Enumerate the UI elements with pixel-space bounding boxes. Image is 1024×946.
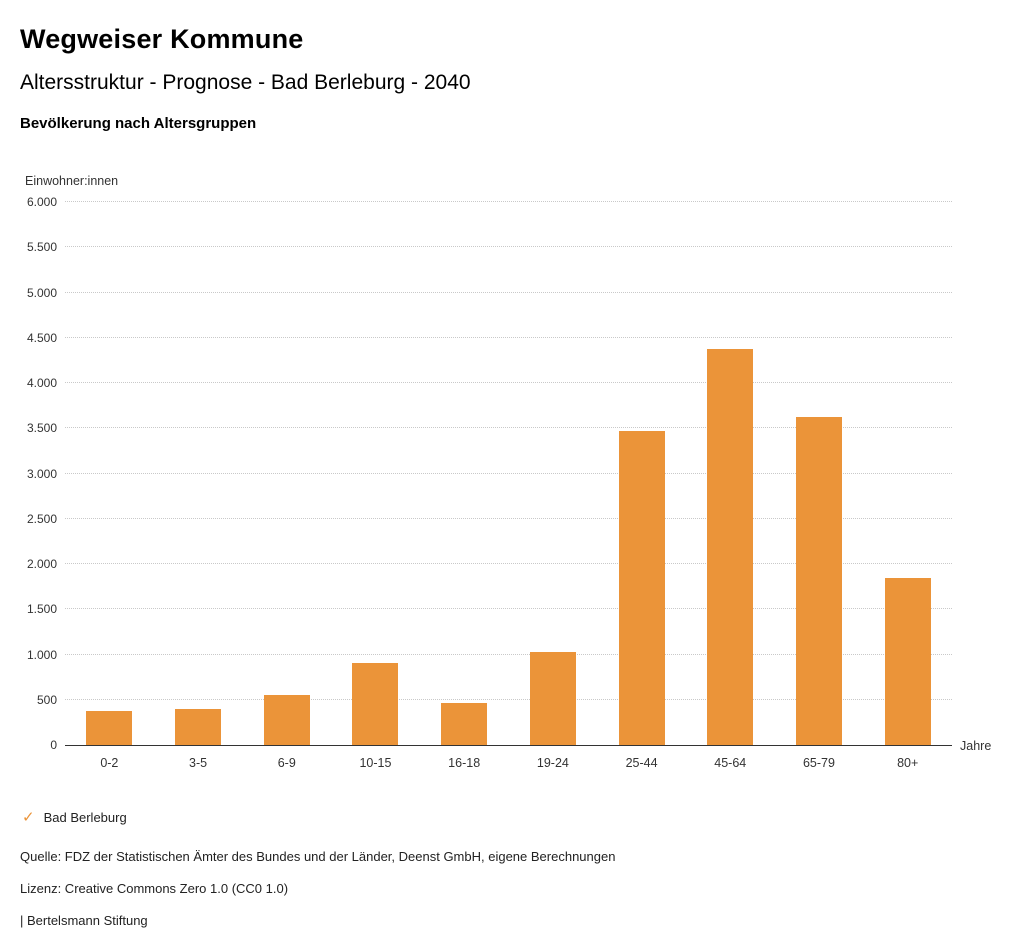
bar-3-5[interactable]	[175, 709, 222, 745]
gridline	[65, 201, 952, 202]
x-tick-label: 3-5	[189, 756, 208, 770]
gridline	[65, 336, 952, 338]
y-tick-label: 2.500	[26, 511, 57, 526]
bar-slot	[65, 202, 154, 745]
gridline	[65, 427, 952, 429]
bar-slot	[154, 202, 243, 745]
bar-slot	[775, 202, 864, 745]
y-tick-label: 2.000	[26, 557, 57, 572]
bar-slot	[331, 202, 420, 745]
x-tick-label: 45-64	[714, 756, 747, 770]
bar-slot	[420, 202, 509, 745]
gridline	[65, 472, 952, 474]
x-axis-title: Jahre	[960, 739, 992, 753]
gridline	[65, 563, 952, 564]
gridline	[65, 246, 952, 248]
x-tick-label: 10-15	[359, 756, 392, 770]
gridline	[65, 698, 952, 700]
bar-6-9[interactable]	[263, 695, 310, 745]
license-text: Lizenz: Creative Commons Zero 1.0 (CC0 1…	[20, 881, 289, 896]
plot-area: 0 500 1.000 1.500 2.000 2.500 3.000 3.500 4.000 4…	[27, 196, 952, 751]
x-tick-label: 16-18	[448, 756, 481, 770]
gridline	[65, 653, 952, 655]
gridline	[65, 291, 952, 293]
bar-25-44[interactable]	[618, 430, 665, 745]
y-tick-label: 1.000	[26, 647, 57, 662]
bar-slot	[509, 202, 598, 745]
y-tick-label: 4.500	[26, 330, 57, 345]
y-tick-label: 6.000	[26, 195, 57, 209]
y-tick-label: 5.500	[26, 240, 57, 255]
y-tick-label: 0	[50, 738, 57, 752]
footer: Quelle: FDZ der Statistischen Ämter des …	[20, 849, 1004, 928]
bar-slot	[686, 202, 775, 745]
bar-80+[interactable]	[884, 578, 931, 745]
legend-item-bad-berleburg[interactable]: ✓ Bad Berleburg	[22, 810, 1004, 825]
y-tick-label: 500	[36, 692, 57, 707]
bar-chart: 0 500 1.000 1.500 2.000 2.500 3.000 3.500 4.000 4…	[27, 196, 1004, 770]
bar-slot	[597, 202, 686, 745]
attribution-text: | Bertelsmann Stiftung	[20, 913, 148, 928]
check-icon: ✓	[22, 809, 35, 826]
bar-19-24[interactable]	[529, 652, 576, 745]
y-tick-label: 1.500	[26, 602, 57, 617]
page-title: Wegweiser Kommune	[20, 24, 304, 54]
chart-section-heading: Bevölkerung nach Altersgruppen	[20, 115, 257, 132]
bar-0-2[interactable]	[86, 711, 133, 745]
gridline	[65, 517, 952, 519]
x-tick-label: 6-9	[277, 756, 296, 770]
y-tick-label: 5.000	[26, 285, 57, 300]
x-axis-labels: 0-2 3-5 6-9 10-15 16-18 19-24 25-44 45-64 65-79 8…	[65, 756, 952, 770]
bar-slot	[863, 202, 952, 745]
y-tick-label: 3.500	[26, 421, 57, 436]
x-tick-label: 0-2	[100, 756, 119, 770]
y-tick-label: 3.000	[26, 466, 57, 481]
gridline	[65, 382, 952, 383]
y-axis-title: Einwohner:innen	[25, 174, 119, 188]
x-tick-label: 19-24	[536, 756, 569, 770]
bar-65-79[interactable]	[795, 416, 842, 745]
bar-16-18[interactable]	[441, 703, 488, 745]
y-tick-label: 4.000	[26, 376, 57, 391]
bar-slot	[242, 202, 331, 745]
legend-label: Bad Berleburg	[43, 810, 127, 825]
bar-45-64[interactable]	[707, 348, 754, 745]
x-tick-label: 25-44	[625, 756, 658, 770]
x-tick-label: 80+	[897, 756, 919, 770]
bar-10-15[interactable]	[352, 663, 399, 745]
bars-container	[65, 202, 952, 745]
chart-subtitle: Altersstruktur - Prognose - Bad Berlebur…	[20, 71, 471, 94]
gridline	[65, 608, 952, 610]
x-tick-label: 65-79	[802, 756, 835, 770]
source-text: Quelle: FDZ der Statistischen Ämter des …	[20, 849, 616, 864]
